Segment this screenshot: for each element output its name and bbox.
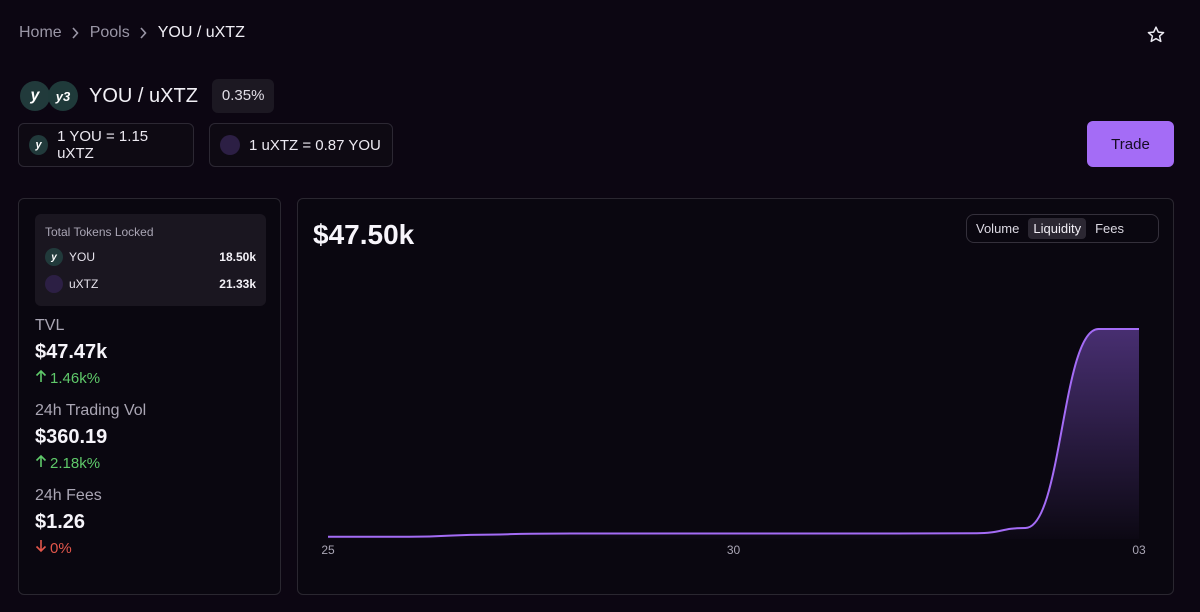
volume-value: $360.19 xyxy=(35,426,108,448)
arrow-up-icon xyxy=(35,369,47,387)
breadcrumb-pools[interactable]: Pools xyxy=(89,24,130,41)
fees-value: $1.26 xyxy=(35,511,86,533)
token-symbol: YOU xyxy=(69,250,96,264)
pool-header: y y3 YOU / uXTZ 0.35% xyxy=(20,79,275,113)
token-symbol: uXTZ xyxy=(69,277,99,291)
chevron-right-icon xyxy=(71,27,81,39)
uxtz-token-logo: y3 xyxy=(48,81,78,111)
chart-line-series xyxy=(328,328,1139,538)
tvl-value: $47.47k xyxy=(35,341,108,363)
locked-title: Total Tokens Locked xyxy=(45,225,154,239)
price-rate-uxtz[interactable]: 1 uXTZ = 0.87 YOU xyxy=(209,123,393,167)
chart-area xyxy=(328,329,1139,539)
rate-label: 1 uXTZ = 0.87 YOU xyxy=(249,136,381,154)
volume-stat: 24h Trading Vol $360.19 2.18k% xyxy=(35,402,146,472)
chart-tabs: Volume Liquidity Fees xyxy=(966,214,1159,243)
chevron-right-icon xyxy=(139,27,149,39)
breadcrumb-home[interactable]: Home xyxy=(19,24,62,41)
star-icon[interactable] xyxy=(1146,25,1166,45)
fees-stat: 24h Fees $1.26 0% xyxy=(35,487,102,557)
tab-fees[interactable]: Fees xyxy=(1095,221,1124,236)
x-tick-label: 30 xyxy=(727,543,741,557)
fee-tier-badge: 0.35% xyxy=(211,79,275,113)
breadcrumb: Home Pools YOU / uXTZ xyxy=(19,24,245,42)
chart-headline-value: $47.50k xyxy=(313,219,415,250)
you-token-logo: y xyxy=(20,81,50,111)
locked-row: y YOU 18.50k xyxy=(45,248,256,266)
liquidity-chart[interactable]: 25 30 03 xyxy=(298,199,1175,596)
arrow-up-icon xyxy=(35,454,47,472)
you-token-logo: y xyxy=(29,135,49,155)
volume-change: 2.18k% xyxy=(35,454,146,472)
x-tick-label: 25 xyxy=(321,543,335,557)
fees-label: 24h Fees xyxy=(35,487,102,504)
price-rate-you[interactable]: y 1 YOU = 1.15 uXTZ xyxy=(18,123,194,167)
token-amount: 21.33k xyxy=(219,277,256,291)
tvl-label: TVL xyxy=(35,317,65,334)
tvl-stat: TVL $47.47k 1.46k% xyxy=(35,317,107,387)
you-token-logo: y xyxy=(45,248,63,266)
arrow-down-icon xyxy=(35,539,47,557)
chart-panel: 25 30 03 $47.50k Volume Liquidity Fees xyxy=(297,198,1174,595)
locked-row: uXTZ 21.33k xyxy=(45,275,256,293)
rate-label: 1 YOU = 1.15 uXTZ xyxy=(57,128,149,162)
trade-button[interactable]: Trade xyxy=(1087,121,1174,167)
token-amount: 18.50k xyxy=(219,250,256,264)
breadcrumb-current: YOU / uXTZ xyxy=(157,24,245,41)
volume-label: 24h Trading Vol xyxy=(35,402,147,419)
total-tokens-locked-card: Total Tokens Locked y YOU 18.50k uXTZ 21… xyxy=(35,214,266,306)
tab-liquidity[interactable]: Liquidity xyxy=(1028,218,1087,239)
uxtz-token-logo xyxy=(220,135,240,155)
pool-title: YOU / uXTZ xyxy=(89,84,198,107)
pool-stats-panel: Total Tokens Locked y YOU 18.50k uXTZ 21… xyxy=(18,198,281,595)
uxtz-token-logo xyxy=(45,275,63,293)
tvl-change: 1.46k% xyxy=(35,369,107,387)
fees-change: 0% xyxy=(35,539,102,557)
tab-volume[interactable]: Volume xyxy=(976,221,1020,236)
x-tick-label: 03 xyxy=(1132,543,1146,557)
